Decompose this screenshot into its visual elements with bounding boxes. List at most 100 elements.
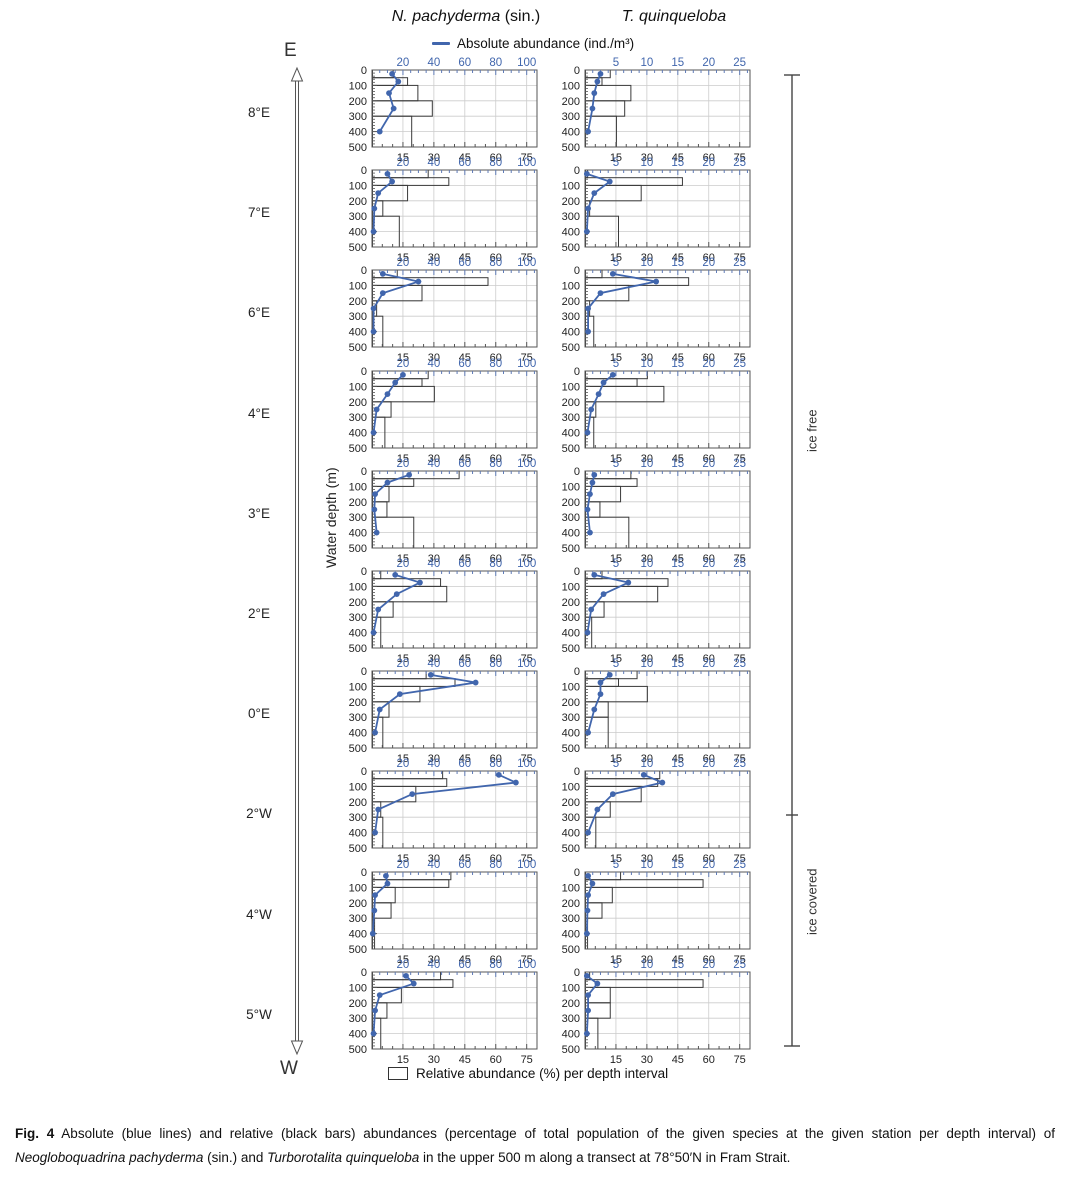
svg-text:20: 20	[397, 658, 410, 670]
svg-text:45: 45	[672, 653, 684, 665]
station-label-5W: 5°W	[246, 1006, 272, 1022]
svg-text:80: 80	[489, 959, 502, 971]
svg-text:400: 400	[349, 127, 367, 139]
svg-text:10: 10	[640, 658, 653, 670]
svg-text:100: 100	[517, 558, 536, 570]
svg-text:500: 500	[562, 743, 580, 755]
svg-text:30: 30	[428, 853, 440, 865]
svg-text:100: 100	[349, 581, 367, 593]
svg-text:200: 200	[349, 196, 367, 208]
svg-text:80: 80	[489, 658, 502, 670]
chart-5W-quinqueloba: 15 30 45 60 75 0 100 200 300 400 500 5 10 15 20 25	[562, 959, 751, 1066]
svg-text:200: 200	[562, 497, 580, 509]
svg-text:75: 75	[521, 252, 533, 264]
svg-text:0: 0	[574, 165, 580, 177]
svg-text:40: 40	[427, 358, 440, 370]
svg-text:20: 20	[397, 458, 410, 470]
svg-text:500: 500	[562, 543, 580, 555]
svg-text:10: 10	[640, 458, 653, 470]
svg-text:40: 40	[427, 157, 440, 169]
svg-text:200: 200	[562, 998, 580, 1010]
chart-4W-pachyderma: 15 30 45 60 75 0 100 200 300 400 500 20 40 60 80 100	[349, 859, 538, 966]
svg-text:45: 45	[672, 553, 684, 565]
svg-text:25: 25	[733, 358, 746, 370]
svg-text:15: 15	[610, 853, 622, 865]
svg-text:75: 75	[521, 1054, 533, 1066]
chart-8E-pachyderma: 15 30 45 60 75 0 100 200 300 400 500 20 40 60 80 100	[349, 57, 538, 164]
svg-text:15: 15	[397, 152, 409, 164]
svg-text:300: 300	[562, 913, 580, 925]
svg-text:400: 400	[562, 928, 580, 940]
svg-text:400: 400	[349, 327, 367, 339]
svg-text:0: 0	[574, 666, 580, 678]
station-label-0E: 0°E	[248, 706, 270, 722]
svg-text:15: 15	[610, 954, 622, 966]
svg-text:200: 200	[349, 897, 367, 909]
svg-text:400: 400	[562, 127, 580, 139]
svg-text:15: 15	[671, 558, 684, 570]
station-label-8E: 8°E	[248, 105, 270, 120]
svg-text:15: 15	[397, 954, 409, 966]
svg-text:100: 100	[517, 758, 536, 770]
svg-text:500: 500	[562, 944, 580, 956]
svg-text:100: 100	[517, 959, 536, 971]
station-label-7E: 7°E	[248, 205, 270, 221]
svg-text:45: 45	[459, 553, 471, 565]
svg-text:200: 200	[562, 196, 580, 208]
svg-text:400: 400	[562, 527, 580, 539]
svg-text:45: 45	[672, 252, 684, 264]
svg-text:75: 75	[734, 1054, 746, 1066]
svg-text:30: 30	[428, 1054, 440, 1066]
svg-text:500: 500	[562, 443, 580, 455]
species-name-quinqueloba: T. quinqueloba	[621, 8, 727, 25]
svg-text:500: 500	[349, 643, 367, 655]
svg-text:300: 300	[349, 612, 367, 624]
svg-text:100: 100	[349, 481, 367, 493]
svg-text:60: 60	[458, 57, 471, 69]
svg-text:100: 100	[349, 80, 367, 92]
svg-text:200: 200	[349, 697, 367, 709]
svg-text:200: 200	[349, 497, 367, 509]
svg-text:500: 500	[349, 242, 367, 254]
svg-text:15: 15	[671, 358, 684, 370]
svg-text:100: 100	[517, 157, 536, 169]
svg-text:300: 300	[562, 512, 580, 524]
svg-text:80: 80	[489, 458, 502, 470]
svg-text:5: 5	[613, 758, 619, 770]
svg-text:200: 200	[562, 96, 580, 108]
svg-text:0: 0	[574, 566, 580, 578]
chart-2W-pachyderma: 15 30 45 60 75 0 100 200 300 400 500 20 40 60 80 100	[349, 758, 538, 865]
svg-text:20: 20	[397, 959, 410, 971]
svg-text:75: 75	[521, 553, 533, 565]
transect-arrow	[290, 66, 304, 1056]
svg-text:200: 200	[349, 396, 367, 408]
svg-text:30: 30	[641, 553, 653, 565]
svg-text:400: 400	[562, 828, 580, 840]
svg-text:100: 100	[562, 381, 580, 393]
species-name-pachyderma-suffix: (sin.)	[500, 8, 541, 25]
svg-text:400: 400	[349, 828, 367, 840]
svg-text:5: 5	[613, 358, 619, 370]
svg-text:30: 30	[428, 152, 440, 164]
svg-text:400: 400	[562, 427, 580, 439]
svg-text:30: 30	[428, 352, 440, 364]
svg-text:60: 60	[490, 152, 502, 164]
station-label-4W: 4°W	[246, 906, 272, 922]
svg-text:200: 200	[349, 96, 367, 108]
svg-text:10: 10	[640, 257, 653, 269]
svg-text:30: 30	[428, 954, 440, 966]
station-label-2W: 2°W	[246, 806, 272, 822]
svg-text:500: 500	[562, 843, 580, 855]
svg-text:0: 0	[361, 566, 367, 578]
svg-text:500: 500	[562, 142, 580, 154]
svg-text:75: 75	[521, 152, 533, 164]
svg-text:100: 100	[517, 458, 536, 470]
svg-text:0: 0	[574, 265, 580, 277]
svg-text:60: 60	[490, 252, 502, 264]
svg-text:400: 400	[349, 928, 367, 940]
svg-text:60: 60	[458, 157, 471, 169]
chart-6E-pachyderma: 15 30 45 60 75 0 100 200 300 400 500 20 40 60 80 100	[349, 257, 538, 364]
svg-text:200: 200	[562, 697, 580, 709]
svg-text:0: 0	[574, 466, 580, 478]
svg-text:30: 30	[428, 653, 440, 665]
